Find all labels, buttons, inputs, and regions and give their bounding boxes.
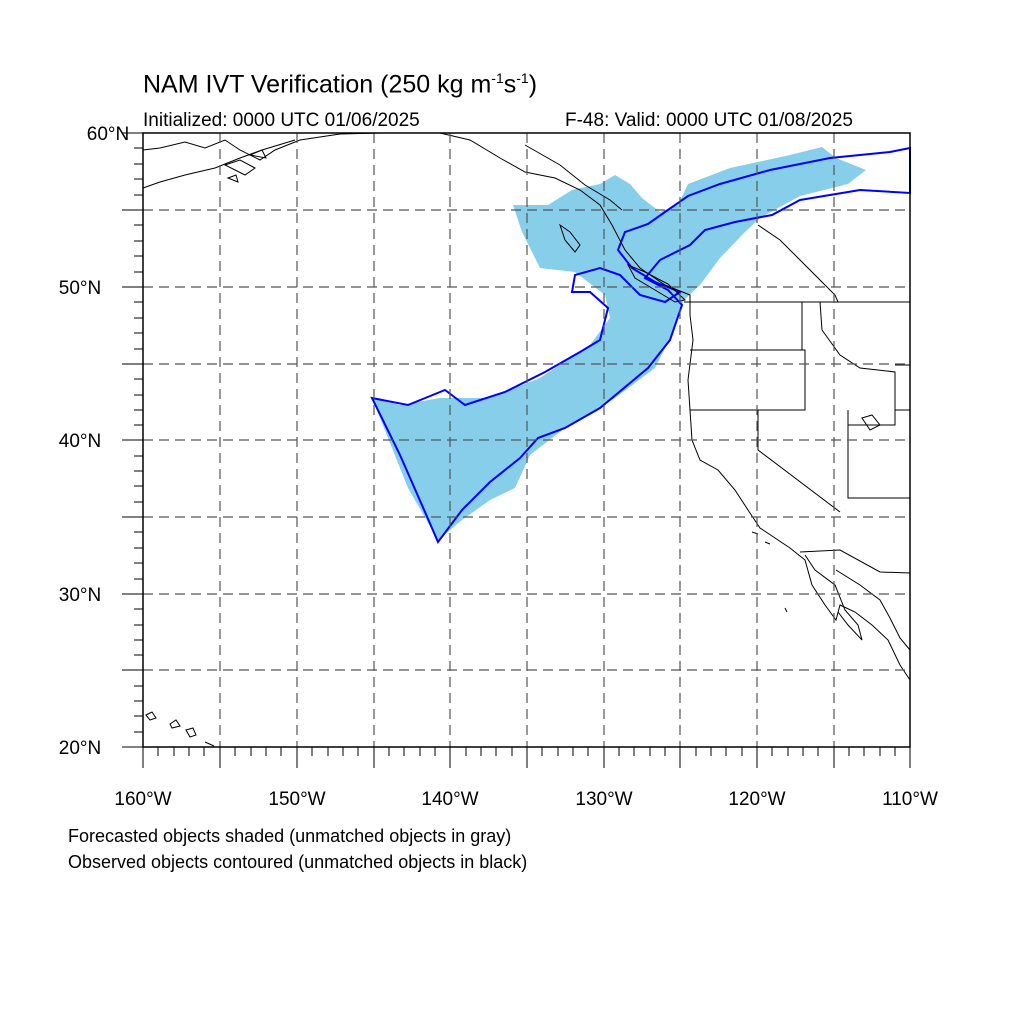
north-america-coast — [142, 132, 911, 681]
forecast-legend-text: Forecasted objects shaded (unmatched obj… — [68, 826, 512, 846]
alaska-canada-border — [524, 144, 623, 211]
alaska-south-coast — [142, 139, 296, 189]
lon-label-120w: 120°W — [728, 789, 785, 810]
lon-label-110w: 110°W — [882, 789, 938, 810]
mainland-mexico-coast — [835, 569, 911, 651]
lat-label-50: 50°N — [59, 278, 101, 299]
lon-label-140w: 140°W — [421, 789, 478, 810]
axis-ticks — [122, 132, 911, 768]
lon-label-150w: 150°W — [268, 789, 325, 810]
lat-lon-grid — [143, 133, 910, 747]
baja-coast — [804, 554, 863, 641]
forecast-object — [372, 147, 866, 540]
bc-alberta-border — [757, 224, 839, 303]
haida-gwaii — [559, 223, 581, 253]
lat-label-40: 40°N — [59, 431, 101, 452]
map-title: NAM IVT Verification (250 kg m-1s-1) — [143, 70, 538, 99]
coastlines — [142, 132, 911, 747]
lat-label-20: 20°N — [59, 738, 101, 759]
lat-label-60: 60°N — [87, 124, 129, 145]
alaska-islands — [223, 149, 267, 183]
valid-time-label: F-48: Valid: 0000 UTC 01/08/2025 — [565, 110, 853, 131]
us-state-lines — [690, 301, 911, 574]
lon-label-160w: 160°W — [114, 789, 171, 810]
lat-label-30: 30°N — [59, 585, 101, 606]
hawaii-islands — [145, 711, 215, 747]
lon-label-130w: 130°W — [575, 789, 632, 810]
great-salt-lake — [861, 414, 881, 431]
observed-contour — [370, 146, 911, 544]
initialized-label: Initialized: 0000 UTC 01/06/2025 — [143, 110, 420, 131]
observed-legend-text: Observed objects contoured (unmatched ob… — [68, 852, 528, 872]
